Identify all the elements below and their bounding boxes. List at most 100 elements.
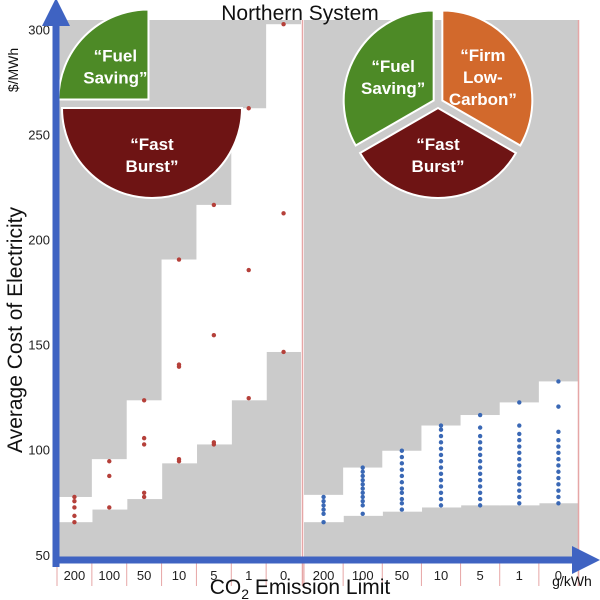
data-point xyxy=(399,467,405,472)
data-point xyxy=(141,494,147,500)
x-tick-label: 0 xyxy=(555,568,562,583)
data-point xyxy=(321,511,326,516)
data-point xyxy=(556,379,561,384)
data-point xyxy=(477,490,483,495)
data-point xyxy=(360,465,365,470)
data-point xyxy=(556,475,561,481)
data-point xyxy=(399,501,405,506)
data-point xyxy=(477,465,483,470)
data-point xyxy=(517,482,522,487)
data-point xyxy=(399,454,405,460)
data-point xyxy=(399,496,405,502)
x-tick-label: 1 xyxy=(516,568,523,583)
data-point xyxy=(321,498,326,504)
pie-slice xyxy=(60,107,244,199)
pie-slice-label: Saving” xyxy=(361,79,425,98)
x-tick-label: 5 xyxy=(210,568,217,583)
data-point xyxy=(556,501,561,506)
data-point xyxy=(477,484,483,489)
range-band xyxy=(126,400,163,500)
panel-left xyxy=(57,20,302,560)
pie-slice-label: Burst” xyxy=(126,157,179,176)
pie-slice-label: Carbon” xyxy=(449,90,517,109)
pie-slice-label: “Firm xyxy=(460,46,505,65)
data-point xyxy=(281,349,286,355)
data-point xyxy=(556,456,561,462)
x-tick-label: 0 xyxy=(280,568,287,583)
data-point xyxy=(438,459,444,464)
data-point xyxy=(477,425,483,430)
pie-slice xyxy=(342,9,435,147)
data-point xyxy=(360,511,365,516)
data-point xyxy=(176,257,182,262)
x-tick-label: 10 xyxy=(434,568,448,583)
data-point xyxy=(477,433,483,439)
pie-slice-label: “Fuel xyxy=(371,57,414,76)
y-tick-label: 150 xyxy=(28,338,50,353)
data-point xyxy=(211,332,217,338)
pie-slice xyxy=(358,106,518,199)
data-point xyxy=(360,498,365,504)
data-point xyxy=(399,486,405,491)
data-point xyxy=(517,423,522,428)
x-tick-label: 200 xyxy=(64,568,86,583)
data-point xyxy=(141,490,147,495)
data-point xyxy=(72,494,77,500)
data-point xyxy=(321,494,326,500)
pie-slice-label: “Fast xyxy=(130,135,174,154)
data-point xyxy=(141,435,147,441)
data-point xyxy=(517,456,522,462)
data-point xyxy=(107,473,112,479)
x-tick-label: 100 xyxy=(352,568,374,583)
data-point xyxy=(556,438,561,443)
data-point xyxy=(360,469,365,474)
x-tick-label: 1 xyxy=(245,568,252,583)
data-point xyxy=(399,490,405,495)
data-point xyxy=(438,477,444,483)
pie-slice-label: Burst” xyxy=(412,157,465,176)
data-point xyxy=(141,398,147,403)
data-point xyxy=(556,469,561,474)
data-point xyxy=(438,503,444,508)
pie-slice xyxy=(441,9,534,147)
data-point xyxy=(517,400,522,405)
data-point xyxy=(360,503,365,508)
data-point xyxy=(438,471,444,477)
data-point xyxy=(211,440,217,445)
data-point xyxy=(438,496,444,502)
data-point xyxy=(211,202,217,208)
data-point xyxy=(438,484,444,489)
data-point xyxy=(360,486,365,491)
data-point xyxy=(477,477,483,483)
data-point xyxy=(556,494,561,500)
data-point xyxy=(477,446,483,451)
data-point xyxy=(517,438,522,443)
data-point xyxy=(477,452,483,458)
data-point xyxy=(107,505,112,510)
data-point xyxy=(360,473,365,479)
data-point xyxy=(477,440,483,445)
data-point xyxy=(399,507,405,512)
data-point xyxy=(477,471,483,477)
data-point xyxy=(360,482,365,487)
range-band xyxy=(196,204,232,445)
data-point xyxy=(360,494,365,500)
data-point xyxy=(438,452,444,458)
data-point xyxy=(399,461,405,466)
data-point xyxy=(360,477,365,483)
x-tick-label: 10 xyxy=(172,568,186,583)
data-point xyxy=(556,444,561,449)
data-point xyxy=(517,463,522,468)
pie-legends: “Fuel Saving” “Fast Burst” “Fuel Saving” “Firm… xyxy=(57,8,534,199)
y-tick-label: 250 xyxy=(28,128,50,143)
data-point xyxy=(517,488,522,493)
data-point xyxy=(281,22,286,27)
data-point xyxy=(399,448,405,453)
data-point xyxy=(72,513,77,519)
data-point xyxy=(246,267,251,273)
data-point xyxy=(556,463,561,468)
x-tick-label: 5 xyxy=(477,568,484,583)
data-point xyxy=(517,469,522,474)
